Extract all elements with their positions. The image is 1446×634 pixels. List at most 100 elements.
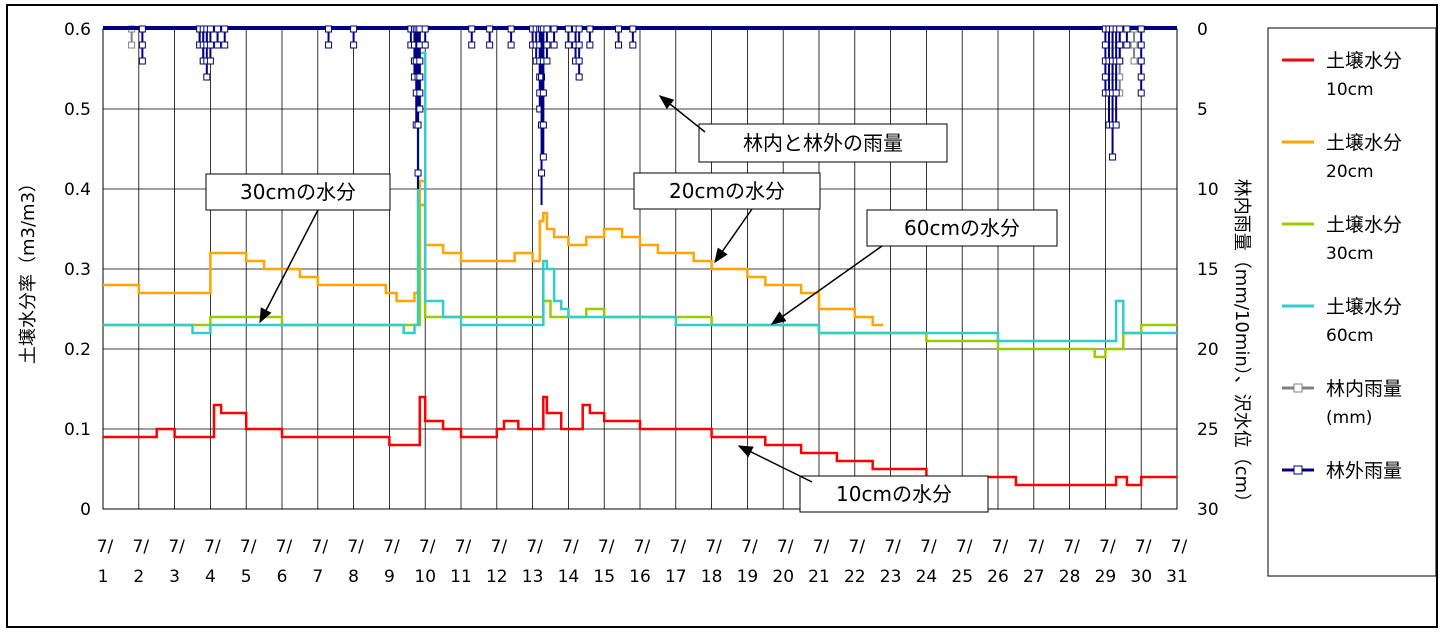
legend-label: 林外雨量 [1326,460,1402,482]
y2-tick-label: 10 [1197,180,1219,200]
y-tick-label: 0.3 [64,260,91,280]
legend-item: 土壌水分 20cm [1282,132,1402,182]
annotation-10cm: 10cmの水分 [799,475,989,513]
x-tick-day: 21 [808,567,830,587]
rain-marker [416,89,424,97]
x-tick-month: 7/ [204,537,221,557]
rain-marker [575,25,583,33]
x-tick-month: 7/ [634,537,651,557]
x-tick-label: 7/16 [629,537,651,587]
legend-marker [1293,383,1303,393]
x-tick-month: 7/ [777,537,794,557]
x-tick-label: 7/18 [701,537,723,587]
x-tick-label: 7/2 [133,537,150,587]
legend-sublabel: 10cm [1326,80,1374,100]
rain-marker [206,41,214,49]
x-tick-label: 7/30 [1130,537,1152,587]
x-tick-day: 30 [1130,567,1152,587]
rain-marker [539,153,547,161]
x-tick-day: 17 [665,567,687,587]
y-tick-label: 0 [80,500,91,520]
rain-marker [575,57,583,65]
x-tick-label: 7/10 [414,537,436,587]
x-tick-day: 29 [1095,567,1117,587]
rain-marker [543,57,551,65]
x-tick-day: 5 [241,567,252,587]
rain-marker [586,25,594,33]
rain-marker [1116,57,1124,65]
x-tick-day: 16 [629,567,651,587]
x-tick-day: 19 [737,567,759,587]
rain-marker [416,73,424,81]
y2-axis-title: 林内雨量（mm/10min）、沢水位（cm） [1231,179,1252,511]
x-tick-label: 7/6 [276,537,293,587]
y2-tick-label: 30 [1197,500,1219,520]
x-tick-month: 7/ [813,537,830,557]
rain-marker [128,41,136,49]
x-tick-label: 7/7 [312,537,329,587]
rain-marker [325,25,333,33]
rain-marker [1123,41,1131,49]
rain-marker [564,25,572,33]
rain-marker [543,25,551,33]
rain-marker [468,25,476,33]
x-tick-label: 7/22 [844,537,866,587]
x-tick-month: 7/ [956,537,973,557]
rain-marker [539,89,547,97]
rain-marker [138,41,146,49]
y2-tick-label: 0 [1197,20,1208,40]
x-tick-month: 7/ [1099,537,1116,557]
legend-label: 土壌水分 [1326,50,1402,72]
x-tick-month: 7/ [383,537,400,557]
rain-marker [206,57,214,65]
x-tick-day: 9 [384,567,395,587]
legend-sublabel: 60cm [1326,326,1374,346]
x-tick-day: 4 [205,567,216,587]
x-tick-day: 31 [1166,567,1188,587]
rain-marker [221,25,229,33]
chart-frame [6,4,1438,628]
x-tick-day: 6 [277,567,288,587]
x-tick-day: 10 [414,567,436,587]
rain-marker [1137,57,1145,65]
rain-marker [575,41,583,49]
rain-marker [564,41,572,49]
x-tick-month: 7/ [1028,537,1045,557]
y2-axis-ticks: 0 5 10 15 20 25 30 [1197,20,1219,520]
annotation-20cm: 20cmの水分 [633,172,821,210]
rain-marker [1137,25,1145,33]
x-tick-month: 7/ [276,537,293,557]
rain-marker [138,57,146,65]
y-tick-label: 0.5 [64,100,91,120]
x-tick-month: 7/ [670,537,687,557]
y-tick-label: 0.2 [64,340,91,360]
annotation-30cm-label: 30cmの水分 [240,180,356,204]
x-tick-month: 7/ [992,537,1009,557]
arrow-60cm [770,245,883,325]
rain-marker [206,25,214,33]
y-axis-title: 土壌水分率（m3/m3） [18,174,39,364]
rain-marker [1101,73,1109,81]
legend-box [1267,27,1437,577]
rain-marker [350,25,358,33]
legend-label: 土壌水分 [1326,214,1402,236]
legend-sublabel: 20cm [1326,162,1374,182]
rain-marker [203,73,211,81]
x-tick-day: 8 [348,567,359,587]
annotation-rain: 林内と林外の雨量 [698,123,948,163]
rain-marker [615,25,623,33]
x-tick-day: 26 [987,567,1009,587]
x-tick-label: 7/13 [522,537,544,587]
x-tick-day: 3 [169,567,180,587]
x-tick-day: 11 [450,567,472,587]
rain-marker [550,25,558,33]
x-tick-month: 7/ [1135,537,1152,557]
rain-marker [543,41,551,49]
rain-marker [221,41,229,49]
rain-marker [629,25,637,33]
x-tick-label: 7/9 [383,537,400,587]
legend-item: 林外雨量 [1282,460,1402,482]
x-tick-month: 7/ [168,537,185,557]
y2-tick-label: 5 [1197,100,1208,120]
